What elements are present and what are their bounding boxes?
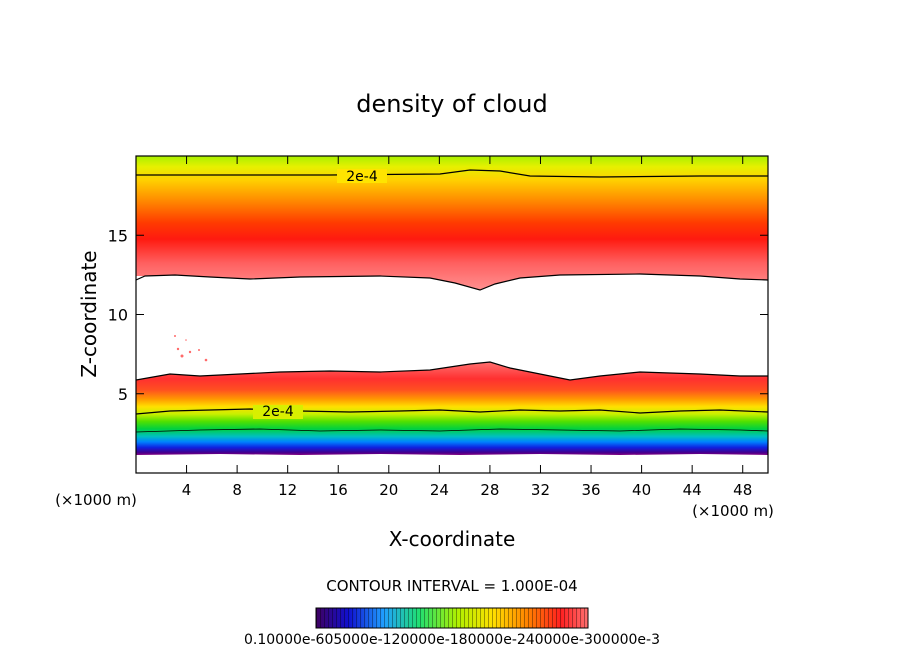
- contour-line-lower-mid: [136, 408, 768, 415]
- x-tick-label: 12: [278, 481, 297, 499]
- x-tick-label: 36: [581, 481, 600, 499]
- x-tick-label: 8: [232, 481, 242, 499]
- x-tick-label: 16: [329, 481, 348, 499]
- colorbar-stripes: [316, 608, 588, 628]
- x-tick-label: 40: [632, 481, 651, 499]
- lower-cloud-layer: [136, 362, 768, 455]
- chart-title: density of cloud: [356, 90, 547, 118]
- x-tick-label: 4: [182, 481, 192, 499]
- x-tick-label: 44: [683, 481, 702, 499]
- colorbar-frame: [315, 607, 589, 629]
- x-axis-ticks: 4 8 12 16 20 24 28 32 36 40 44 48: [182, 156, 752, 499]
- plot-area: [136, 156, 768, 473]
- cloud-scatter: [174, 335, 208, 362]
- x-axis-label: X-coordinate: [389, 527, 516, 551]
- y-axis-label: Z-coordinate: [77, 250, 101, 377]
- x-tick-label: 24: [430, 481, 449, 499]
- y-tick-label: 5: [118, 385, 128, 404]
- colorbar-tick-labels: 0.10000e-605000e-120000e-180000e-240000e…: [244, 632, 660, 648]
- y-axis-ticks: 5 10 15: [108, 226, 768, 404]
- x-tick-label: 20: [379, 481, 398, 499]
- contour-interval-text: CONTOUR INTERVAL = 1.000E-04: [326, 577, 577, 595]
- x-tick-label: 48: [733, 481, 752, 499]
- x-unit-right: (×1000 m): [692, 502, 774, 520]
- contour-line-upper-bottom: [136, 273, 768, 291]
- x-tick-label: 28: [480, 481, 499, 499]
- y-tick-label: 15: [108, 226, 128, 245]
- colorbar: [315, 607, 589, 629]
- contour-label-lower: 2e-4: [262, 404, 294, 420]
- contour-line-lower-top: [136, 361, 768, 381]
- x-tick-label: 32: [531, 481, 550, 499]
- contour-label-upper: 2e-4: [346, 169, 378, 185]
- y-tick-label: 10: [108, 306, 128, 325]
- upper-cloud-layer: [136, 156, 768, 290]
- x-unit-left: (×1000 m): [55, 491, 137, 509]
- contour-line-lower-thin: [136, 428, 768, 433]
